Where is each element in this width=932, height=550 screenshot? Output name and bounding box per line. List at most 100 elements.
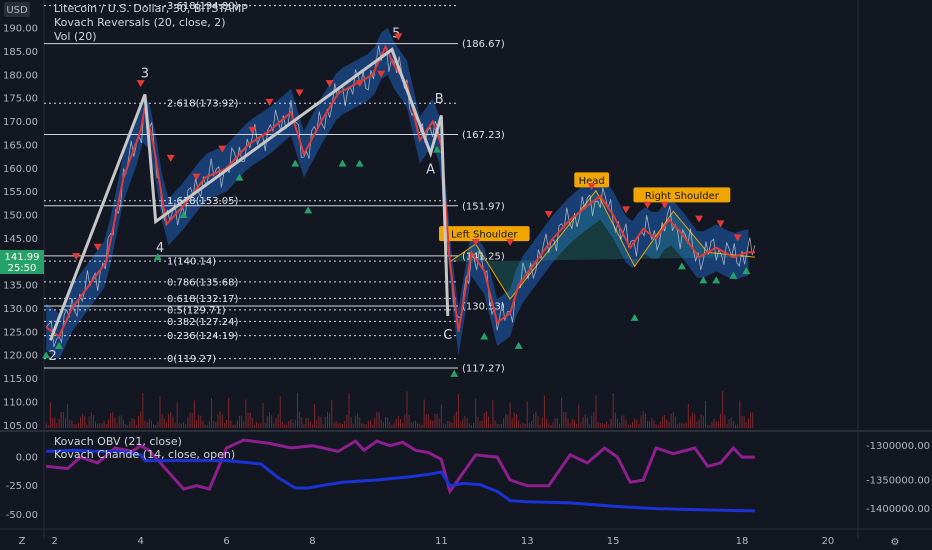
pattern-label-box <box>633 187 731 203</box>
pattern-label: Left Shoulder <box>451 230 518 241</box>
countdown-badge: 25:50 <box>8 263 37 274</box>
obv-tick-label: -1350000.00 <box>866 476 930 487</box>
legend-indicator-volume[interactable]: Vol (20) <box>54 30 97 43</box>
time-tick-label: 4 <box>137 536 143 547</box>
sub-pane <box>45 438 755 513</box>
support-resistance-label: (117.27) <box>462 363 505 374</box>
fib-level-label: 0(119.27) <box>167 354 216 365</box>
bear-reversal-marker <box>218 145 227 153</box>
moving-average-line <box>45 44 755 339</box>
fib-levels: 3.618(194.80) 2.618(173.92) 1.618(153.05) 1… <box>44 1 458 365</box>
wave-label: A <box>426 162 435 177</box>
bear-reversal-marker <box>506 239 515 247</box>
last-price-badge: 141.99 <box>5 252 40 263</box>
fib-level-label: 2.618(173.92) <box>167 99 239 110</box>
fib-level-label: 0.5(129.71) <box>167 305 226 316</box>
wave-label: B <box>435 92 444 107</box>
pattern-label-box <box>438 226 530 242</box>
fib-level-label: 0.236(124.19) <box>167 331 239 342</box>
time-tick-label: 11 <box>435 536 448 547</box>
legend-indicator-chande[interactable]: Kovach Chande (14, close, open) <box>54 448 236 461</box>
bear-reversal-marker <box>471 239 480 247</box>
bull-reversal-marker <box>235 173 244 181</box>
volume-bars <box>45 391 754 428</box>
time-axis[interactable]: 2 4 6 8 11 13 15 18 20 <box>52 536 835 547</box>
bear-reversal-marker <box>248 126 257 134</box>
fib-level-label: 0.786(135.68) <box>167 277 239 288</box>
price-tick-label: 160.00 <box>3 164 38 175</box>
bear-reversal-marker <box>660 201 669 209</box>
wave-label: C <box>443 328 452 343</box>
price-tick-label: 130.00 <box>3 304 38 315</box>
bear-reversal-marker <box>93 243 102 251</box>
time-tick-label: 20 <box>822 536 835 547</box>
bull-reversal-marker <box>42 351 51 359</box>
bull-reversal-marker <box>304 206 313 214</box>
fib-level-label: 1(140.14) <box>167 257 216 268</box>
bull-reversal-marker <box>450 369 459 377</box>
bull-reversal-marker <box>433 145 442 153</box>
legend-indicator-reversals[interactable]: Kovach Reversals (20, close, 2) <box>54 16 226 29</box>
bull-reversal-marker <box>677 262 686 270</box>
bear-reversal-marker <box>587 182 596 190</box>
price-tick-label: 105.00 <box>3 421 38 432</box>
price-tick-label: 145.00 <box>3 234 38 245</box>
bear-reversal-marker <box>136 80 145 88</box>
wave-label: 2 <box>48 349 56 364</box>
price-tick-label: 135.00 <box>3 281 38 292</box>
price-tick-label: 190.00 <box>3 24 38 35</box>
support-resistance-label: (167.23) <box>462 130 505 141</box>
bear-reversal-marker <box>295 89 304 97</box>
bull-reversal-marker <box>630 313 639 321</box>
obv-axis[interactable]: -1300000.00 -1350000.00 -1400000.00 <box>866 441 930 515</box>
bear-reversal-marker <box>733 234 742 242</box>
legend-indicator-obv[interactable]: Kovach OBV (21, close) <box>54 435 182 448</box>
time-tick-label: 2 <box>52 536 58 547</box>
price-tick-label: 155.00 <box>3 187 38 198</box>
time-tick-label: 18 <box>736 536 749 547</box>
last-price-badge-bg <box>0 250 44 274</box>
bear-reversal-marker <box>643 201 652 209</box>
price-tick-label: 110.00 <box>3 397 38 408</box>
price-tick-label: 180.00 <box>3 70 38 81</box>
gear-icon[interactable]: ⚙ <box>891 537 900 548</box>
head-shoulders-line <box>449 189 755 300</box>
bear-reversal-marker <box>192 173 201 181</box>
bull-reversal-marker <box>355 159 364 167</box>
bear-reversal-marker <box>72 253 81 261</box>
bull-reversal-marker <box>291 159 300 167</box>
bear-reversal-marker <box>377 70 386 78</box>
pattern-label: Head <box>579 176 605 187</box>
bull-reversal-marker <box>514 341 523 349</box>
kovach-band <box>46 28 749 360</box>
bull-reversal-marker <box>742 267 751 275</box>
price-tick-label: 120.00 <box>3 351 38 362</box>
reversal-markers <box>42 33 751 377</box>
currency-badge: USD <box>6 5 28 16</box>
bull-reversal-marker <box>179 211 188 218</box>
bear-reversal-marker <box>166 154 175 162</box>
obv-tick-label: -1300000.00 <box>866 441 930 452</box>
price-line <box>45 45 756 348</box>
price-tick-label: 150.00 <box>3 211 38 222</box>
bear-reversal-marker <box>325 80 334 88</box>
bull-reversal-marker <box>712 276 721 284</box>
wave-label: 4 <box>156 241 164 256</box>
price-tick-label: 175.00 <box>3 94 38 105</box>
sub-series-line <box>45 438 755 495</box>
bear-reversal-marker <box>394 33 403 41</box>
bear-reversal-marker <box>355 80 364 88</box>
bull-reversal-marker <box>55 341 64 349</box>
chande-tick-label: 0.00 <box>16 453 38 464</box>
price-tick-label: 125.00 <box>3 327 38 338</box>
time-tick-label: 15 <box>607 536 620 547</box>
wave-line <box>49 47 450 341</box>
bear-reversal-marker <box>695 215 704 223</box>
support-resistance-label: (130.53) <box>462 302 505 313</box>
price-series <box>45 44 756 348</box>
price-axis[interactable]: 105.00 110.00 115.00 120.00 125.00 130.00 135.… <box>3 24 38 521</box>
support-resistance-label: (141.25) <box>462 251 505 262</box>
support-resistance-label: (151.97) <box>462 201 505 212</box>
